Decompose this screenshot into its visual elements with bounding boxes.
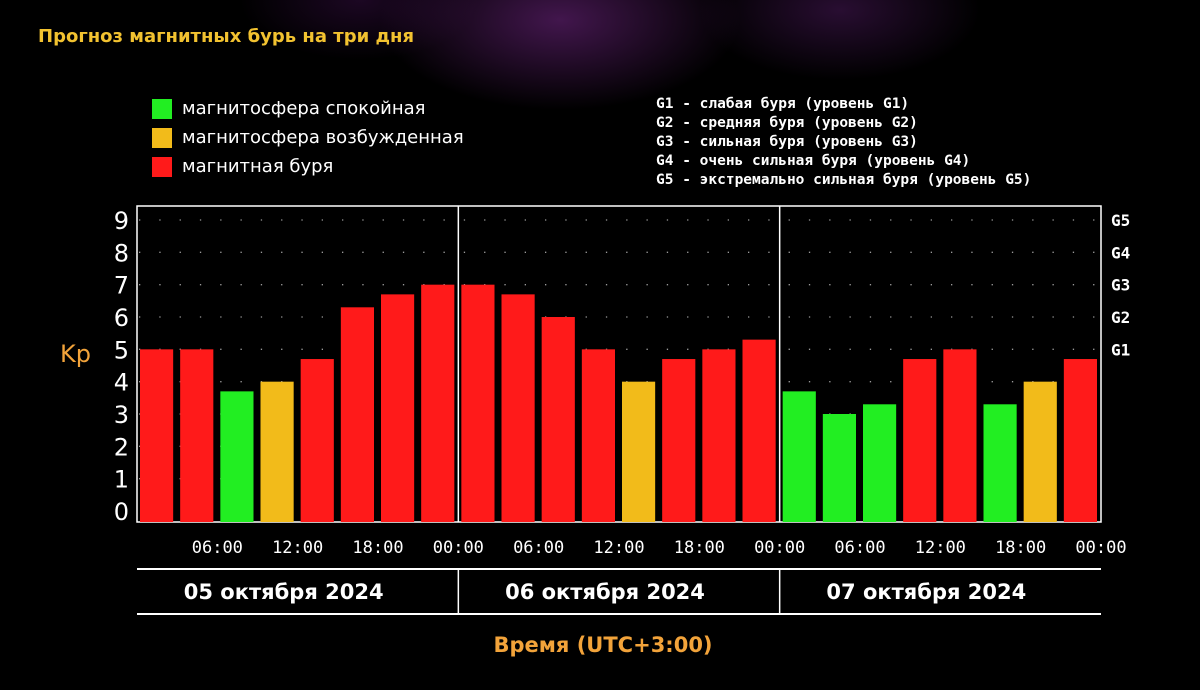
- g-level-label: G1: [1111, 340, 1130, 359]
- kp-bar: [702, 349, 736, 522]
- kp-bar: [943, 349, 977, 522]
- legend-item-quiet: магнитосфера спокойная: [152, 94, 464, 123]
- kp-bar: [782, 391, 816, 522]
- y-tick-label: 9: [114, 207, 129, 235]
- y-axis-title: Kp: [60, 340, 91, 368]
- kp-bar: [983, 404, 1017, 522]
- x-tick-label: 00:00: [433, 538, 484, 558]
- g-legend-item: G3 - сильная буря (уровень G3): [656, 134, 918, 150]
- y-tick-label: 5: [114, 336, 129, 364]
- x-tick-label: 12:00: [272, 538, 323, 558]
- kp-bar: [1063, 359, 1097, 522]
- legend-label-storm: магнитная буря: [182, 156, 334, 177]
- legend-item-storm: магнитная буря: [152, 152, 464, 181]
- x-tick-label: 06:00: [834, 538, 885, 558]
- y-tick-label: 1: [114, 466, 129, 494]
- legend-swatch-storm: [152, 156, 172, 177]
- kp-bar: [1023, 381, 1057, 522]
- y-tick-label: 0: [114, 498, 129, 526]
- y-tick-label: 7: [114, 272, 129, 300]
- x-tick-label: 12:00: [915, 538, 966, 558]
- kp-bar: [180, 349, 214, 522]
- kp-bar: [742, 339, 776, 522]
- storm-level-legend: G1 - слабая буря (уровень G1) G2 - средн…: [656, 95, 1031, 190]
- day-label: 05 октября 2024: [184, 580, 384, 604]
- x-tick-label: 18:00: [674, 538, 725, 558]
- kp-bar: [903, 359, 937, 522]
- day-label: 07 октября 2024: [826, 580, 1026, 604]
- g-legend-item: G5 - экстремально сильная буря (уровень …: [656, 172, 1032, 188]
- legend-swatch-quiet: [152, 98, 172, 119]
- plot-frame: [136, 205, 1102, 523]
- x-tick-label: 06:00: [192, 538, 243, 558]
- g-legend-item: G2 - средняя буря (уровень G2): [656, 115, 918, 131]
- y-tick-label: 3: [114, 401, 129, 429]
- x-axis-title: Время (UTC+3:00): [493, 633, 712, 657]
- g-legend-item: G4 - очень сильная буря (уровень G4): [656, 153, 971, 169]
- kp-bar: [220, 391, 254, 522]
- kp-bar: [461, 284, 495, 522]
- g-level-label: G4: [1111, 243, 1130, 262]
- kp-bar: [863, 404, 897, 522]
- day-label: 06 октября 2024: [505, 580, 705, 604]
- kp-bar: [421, 284, 455, 522]
- g-level-label: G5: [1111, 211, 1130, 230]
- kp-bar: [541, 317, 575, 522]
- y-tick-label: 4: [114, 369, 129, 397]
- g-level-label: G2: [1111, 308, 1130, 327]
- x-tick-label: 12:00: [593, 538, 644, 558]
- kp-bar: [260, 381, 294, 522]
- x-tick-label: 18:00: [995, 538, 1046, 558]
- g-level-label: G3: [1111, 276, 1130, 295]
- kp-bar: [622, 381, 656, 522]
- kp-bar: [140, 349, 174, 522]
- x-tick-label: 00:00: [754, 538, 805, 558]
- legend-label-active: магнитосфера возбужденная: [182, 127, 464, 148]
- kp-bar: [300, 359, 334, 522]
- legend-swatch-active: [152, 127, 172, 148]
- x-tick-label: 00:00: [1075, 538, 1126, 558]
- kp-bar: [501, 294, 535, 522]
- kp-bar: [822, 414, 856, 522]
- g-legend-item: G1 - слабая буря (уровень G1): [656, 96, 910, 112]
- status-legend: магнитосфера спокойная магнитосфера возб…: [152, 94, 464, 181]
- x-tick-label: 18:00: [352, 538, 403, 558]
- y-tick-label: 8: [114, 239, 129, 267]
- y-tick-label: 2: [114, 433, 129, 461]
- legend-item-active: магнитосфера возбужденная: [152, 123, 464, 152]
- legend-label-quiet: магнитосфера спокойная: [182, 98, 426, 119]
- kp-bar: [340, 307, 374, 522]
- y-tick-label: 6: [114, 304, 129, 332]
- kp-bar: [662, 359, 696, 522]
- page-title: Прогноз магнитных бурь на три дня: [38, 26, 414, 47]
- kp-bar: [381, 294, 415, 522]
- kp-bar: [581, 349, 615, 522]
- x-tick-label: 06:00: [513, 538, 564, 558]
